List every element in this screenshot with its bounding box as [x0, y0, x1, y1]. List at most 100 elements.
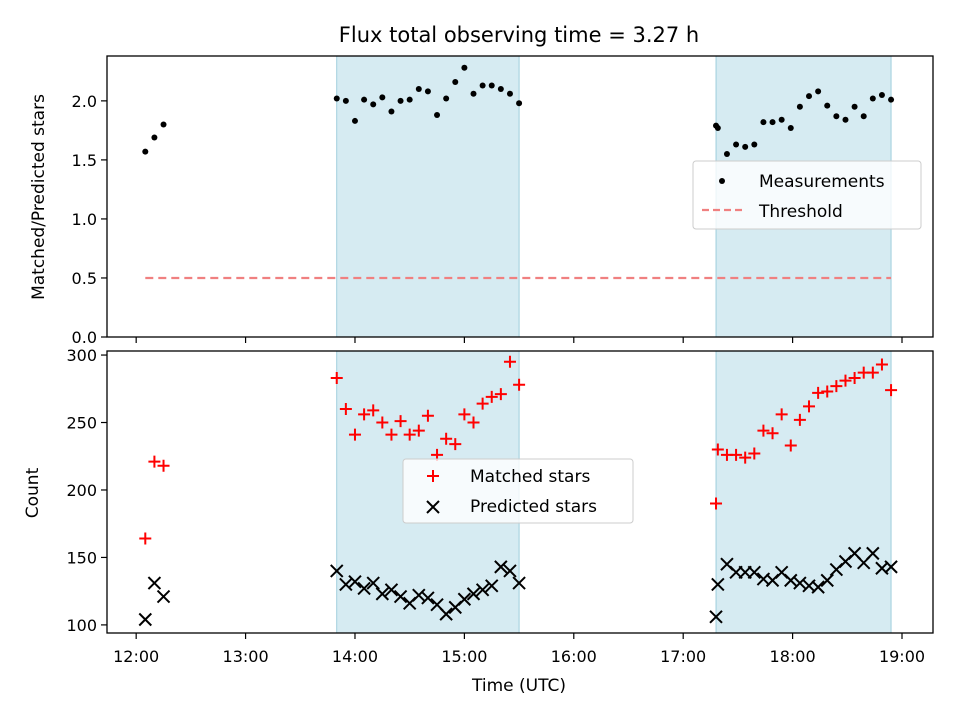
measurement-point — [415, 86, 422, 93]
matched-star-point — [358, 408, 371, 421]
y-tick-label: 2.0 — [72, 92, 97, 111]
measurement-point — [397, 97, 404, 104]
measurement-point — [769, 119, 776, 126]
matched-star-point — [875, 358, 888, 371]
measurement-point — [424, 88, 431, 95]
predicted-star-point — [711, 577, 725, 592]
measurement-point — [842, 116, 849, 123]
measurement-point — [461, 64, 468, 71]
matched-star-point — [803, 400, 816, 413]
x-tick-label: 16:00 — [551, 647, 597, 666]
predicted-star-point — [147, 576, 162, 590]
matched-star-point — [494, 388, 507, 401]
x-tick-label: 14:00 — [332, 647, 378, 666]
measurement-point — [506, 90, 513, 97]
measurement-point — [888, 96, 895, 103]
matched-star-point — [711, 443, 724, 456]
legend: Measurements Threshold — [692, 160, 922, 230]
measurement-point — [488, 82, 495, 89]
measurement-point — [851, 103, 858, 110]
predicted-star-point — [339, 577, 353, 592]
predicted-star-point — [330, 564, 344, 578]
legend-box — [402, 458, 634, 524]
plot-frame — [106, 55, 934, 338]
x-tick-label: 17:00 — [660, 647, 706, 666]
measurement-point — [361, 96, 368, 103]
predicted-star-point — [156, 589, 171, 604]
predicted-star-point — [138, 612, 152, 627]
predicted-star-point — [384, 583, 399, 597]
y-tick-label: 0.5 — [72, 269, 97, 288]
matched-star-point — [730, 448, 743, 461]
measurement-point — [796, 103, 803, 110]
matched-star-point — [139, 532, 152, 545]
measurement-point — [751, 141, 758, 148]
matched-star-point — [812, 386, 825, 399]
predicted-star-point — [348, 575, 362, 589]
predicted-star-point — [412, 588, 426, 602]
x-axis-ticks: 12:00 13:00 14:00 15:00 16:00 17:00 18:00 19:00 — [113, 633, 925, 666]
x-tick-label: 18:00 — [770, 647, 816, 666]
matched-star-point — [421, 409, 434, 422]
predicted-star-point — [793, 576, 807, 590]
measurement-point — [516, 100, 523, 107]
matched-star-point — [449, 438, 462, 451]
ratio-panel: Flux total observing time = 3.27 h 0.00.… — [29, 23, 934, 347]
matched-star-point — [148, 455, 161, 468]
predicted-star-point — [475, 583, 490, 597]
legend-marker-predicted — [426, 500, 440, 514]
predicted-star-point — [503, 564, 517, 578]
legend-marker-measurements — [719, 178, 725, 184]
measurement-point — [714, 125, 721, 132]
y-axis-ticks: 0.0 0.5 1.0 1.5 2.0 — [72, 92, 107, 347]
legend-label-matched: Matched stars — [470, 467, 590, 487]
measurement-point — [497, 86, 504, 93]
predicted-star-point — [393, 589, 408, 604]
y-tick-label: 250 — [66, 414, 97, 433]
predicted-star-point — [375, 587, 390, 601]
predicted-star-point — [439, 607, 453, 621]
measurement-point — [860, 113, 867, 120]
matched-star-point — [394, 415, 407, 428]
x-tick-label: 15:00 — [441, 647, 487, 666]
predicted-star-point — [709, 610, 723, 624]
matched-star-point — [339, 403, 352, 416]
predicted-star-point — [820, 573, 834, 588]
measurement-point — [760, 119, 767, 126]
measurement-point — [833, 113, 840, 120]
predicted-star-point — [811, 580, 825, 594]
matched-star-point — [848, 371, 861, 384]
measurement-point — [869, 95, 876, 102]
y-axis-ticks: 100 150 200 250 300 — [66, 346, 107, 635]
predicted-star-point — [421, 591, 435, 605]
measurement-point — [778, 116, 785, 123]
measurement-point — [452, 78, 459, 85]
matched-star-point — [412, 424, 425, 437]
matched-star-point — [710, 497, 723, 510]
measurement-point — [878, 91, 885, 98]
matched-star-point — [403, 428, 416, 441]
legend-marker-matched — [427, 470, 439, 482]
matched-star-point — [793, 413, 806, 426]
x-axis-ticks — [135, 337, 903, 343]
predicted-star-point — [357, 581, 371, 596]
matched-star-point — [376, 416, 389, 429]
predicted-star-point — [512, 576, 526, 590]
x-tick-label: 13:00 — [223, 647, 269, 666]
measurement-point — [379, 94, 386, 101]
y-axis-label: Count — [23, 467, 43, 518]
matched-star-point — [757, 424, 770, 437]
matched-star-point — [440, 432, 453, 445]
data-marks — [142, 64, 895, 280]
predicted-star-point — [485, 579, 499, 593]
count-panel: 100 150 200 250 300 12:00 13:00 14:00 15:00 16:0… — [23, 346, 934, 696]
matched-star-point — [739, 451, 752, 464]
measurement-point — [742, 143, 749, 150]
measurement-point — [470, 90, 477, 97]
measurement-point — [142, 148, 149, 155]
plot-frame — [106, 350, 934, 634]
x-tick-label: 19:00 — [879, 647, 925, 666]
measurement-point — [787, 125, 794, 132]
matched-star-point — [513, 378, 526, 391]
